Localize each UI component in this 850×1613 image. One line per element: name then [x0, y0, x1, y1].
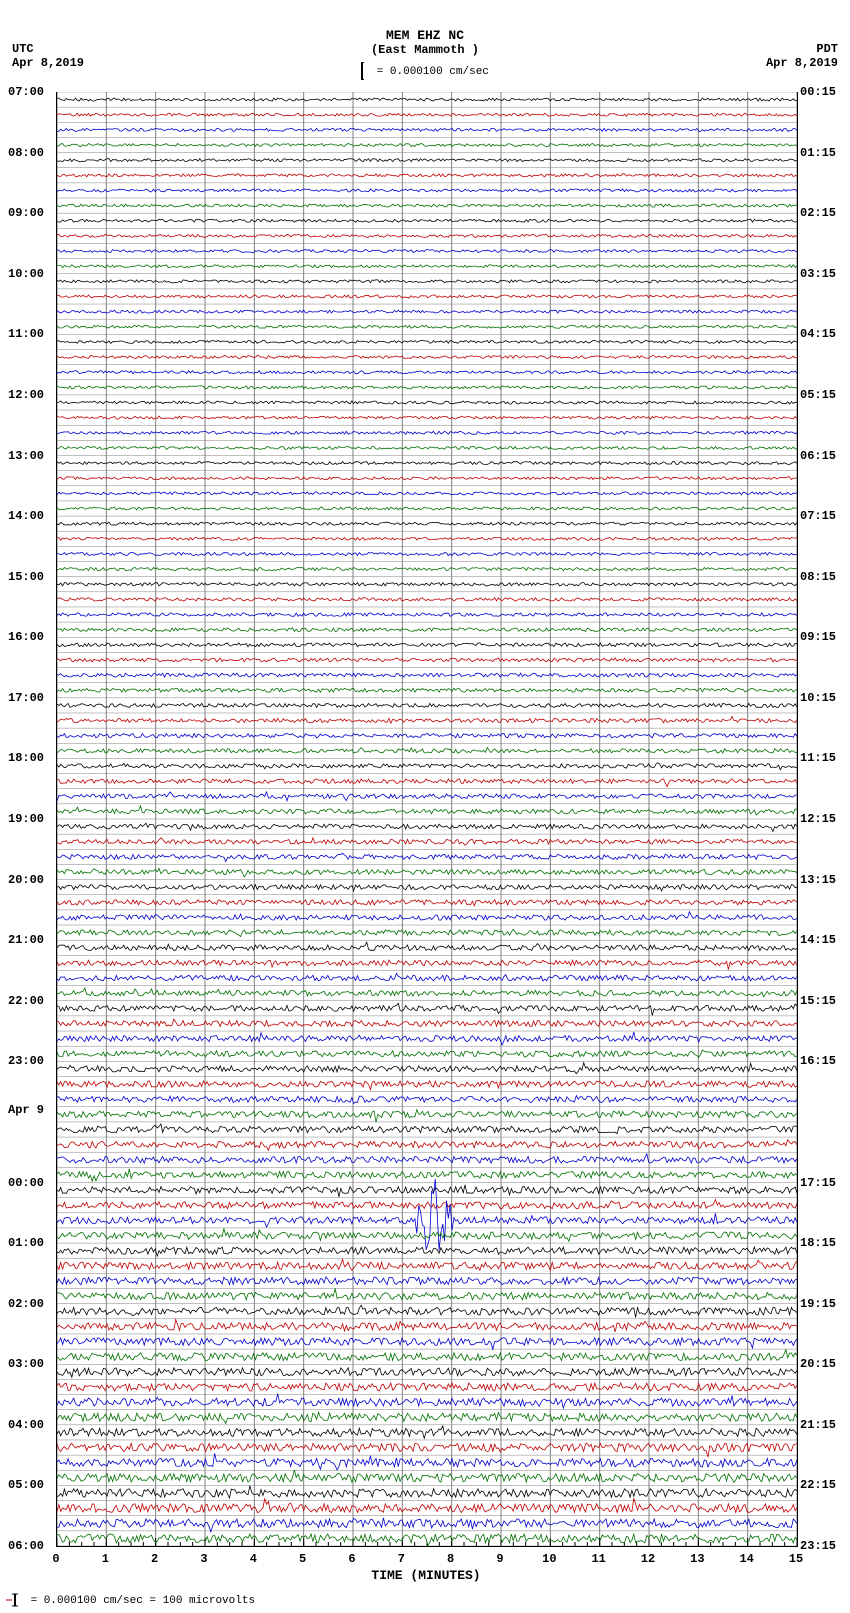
right-time-label: 15:15: [800, 995, 848, 1007]
left-time-label: 00:00: [8, 1177, 56, 1189]
x-axis-tick-label: 15: [789, 1552, 803, 1566]
x-axis-tick-label: 3: [200, 1552, 207, 1566]
left-time-label: 05:00: [8, 1479, 56, 1491]
right-time-label: 23:15: [800, 1540, 848, 1552]
x-axis-tick-label: 5: [299, 1552, 306, 1566]
left-time-label: 20:00: [8, 874, 56, 886]
right-time-label: 03:15: [800, 268, 848, 280]
left-time-label: 17:00: [8, 692, 56, 704]
x-axis-tick-label: 14: [739, 1552, 753, 1566]
x-axis-tick-label: 4: [250, 1552, 257, 1566]
right-date: Apr 8,2019: [766, 56, 838, 70]
right-time-label: 02:15: [800, 207, 848, 219]
right-time-label: 22:15: [800, 1479, 848, 1491]
x-axis-tick-label: 12: [641, 1552, 655, 1566]
scale-label: = 0.000100 cm/sec: [377, 66, 489, 78]
right-time-label: 06:15: [800, 450, 848, 462]
right-time-label: 11:15: [800, 752, 848, 764]
title-block: MEM EHZ NC (East Mammoth ): [0, 28, 850, 57]
x-axis-tick-label: 11: [591, 1552, 605, 1566]
x-axis-tick-label: 7: [398, 1552, 405, 1566]
right-time-label: 07:15: [800, 510, 848, 522]
right-time-label: 12:15: [800, 813, 848, 825]
left-time-label: 10:00: [8, 268, 56, 280]
x-axis-tick-label: 10: [542, 1552, 556, 1566]
right-time-label: 00:15: [800, 86, 848, 98]
seismogram-svg: [57, 92, 797, 1546]
scale-bar-icon: [361, 62, 364, 80]
footer-scale-icon: [6, 1593, 24, 1607]
x-axis-tick-label: 8: [447, 1552, 454, 1566]
left-time-label: 11:00: [8, 328, 56, 340]
left-time-label: 19:00: [8, 813, 56, 825]
right-time-label: 20:15: [800, 1358, 848, 1370]
right-time-label: 05:15: [800, 389, 848, 401]
seismogram-page: MEM EHZ NC (East Mammoth ) = 0.000100 cm…: [0, 0, 850, 1613]
right-time-label: 04:15: [800, 328, 848, 340]
left-time-label: 01:00: [8, 1237, 56, 1249]
right-timezone: PDT: [816, 42, 838, 56]
left-time-label: 09:00: [8, 207, 56, 219]
x-axis-tick-label: 0: [52, 1552, 59, 1566]
right-time-label: 01:15: [800, 147, 848, 159]
left-time-label: 21:00: [8, 934, 56, 946]
left-time-label: 14:00: [8, 510, 56, 522]
left-time-label: 16:00: [8, 631, 56, 643]
right-time-label: 16:15: [800, 1055, 848, 1067]
x-axis-tick-label: 2: [151, 1552, 158, 1566]
right-time-labels: 00:1501:1502:1503:1504:1505:1506:1507:15…: [800, 92, 848, 1546]
left-time-label: 22:00: [8, 995, 56, 1007]
right-time-label: 14:15: [800, 934, 848, 946]
left-day-break: Apr 9: [8, 1104, 56, 1116]
x-axis-tick-label: 9: [496, 1552, 503, 1566]
station-code: MEM EHZ NC: [0, 28, 850, 43]
left-time-labels: 07:0008:0009:0010:0011:0012:0013:0014:00…: [8, 92, 56, 1546]
left-time-label: 03:00: [8, 1358, 56, 1370]
left-time-label: 12:00: [8, 389, 56, 401]
right-time-label: 21:15: [800, 1419, 848, 1431]
left-time-label: 06:00: [8, 1540, 56, 1552]
left-date: Apr 8,2019: [12, 56, 84, 70]
left-time-label: 04:00: [8, 1419, 56, 1431]
scale-block: = 0.000100 cm/sec: [0, 62, 850, 80]
right-time-label: 19:15: [800, 1298, 848, 1310]
plot-area: [56, 92, 798, 1547]
x-axis-tick-label: 6: [348, 1552, 355, 1566]
right-time-label: 08:15: [800, 571, 848, 583]
left-time-label: 02:00: [8, 1298, 56, 1310]
x-axis: TIME (MINUTES) 0123456789101112131415: [56, 1552, 796, 1580]
x-axis-tick-label: 13: [690, 1552, 704, 1566]
right-time-label: 13:15: [800, 874, 848, 886]
left-time-label: 08:00: [8, 147, 56, 159]
x-axis-tick-label: 1: [102, 1552, 109, 1566]
station-name: (East Mammoth ): [0, 43, 850, 57]
left-time-label: 23:00: [8, 1055, 56, 1067]
left-time-label: 18:00: [8, 752, 56, 764]
right-time-label: 18:15: [800, 1237, 848, 1249]
left-time-label: 13:00: [8, 450, 56, 462]
right-time-label: 10:15: [800, 692, 848, 704]
right-time-label: 17:15: [800, 1177, 848, 1189]
footer-scale: = 0.000100 cm/sec = 100 microvolts: [6, 1593, 255, 1607]
right-time-label: 09:15: [800, 631, 848, 643]
footer-scale-text: = 0.000100 cm/sec = 100 microvolts: [31, 1595, 255, 1607]
left-time-label: 07:00: [8, 86, 56, 98]
x-axis-title: TIME (MINUTES): [56, 1568, 796, 1583]
left-timezone: UTC: [12, 42, 34, 56]
left-time-label: 15:00: [8, 571, 56, 583]
